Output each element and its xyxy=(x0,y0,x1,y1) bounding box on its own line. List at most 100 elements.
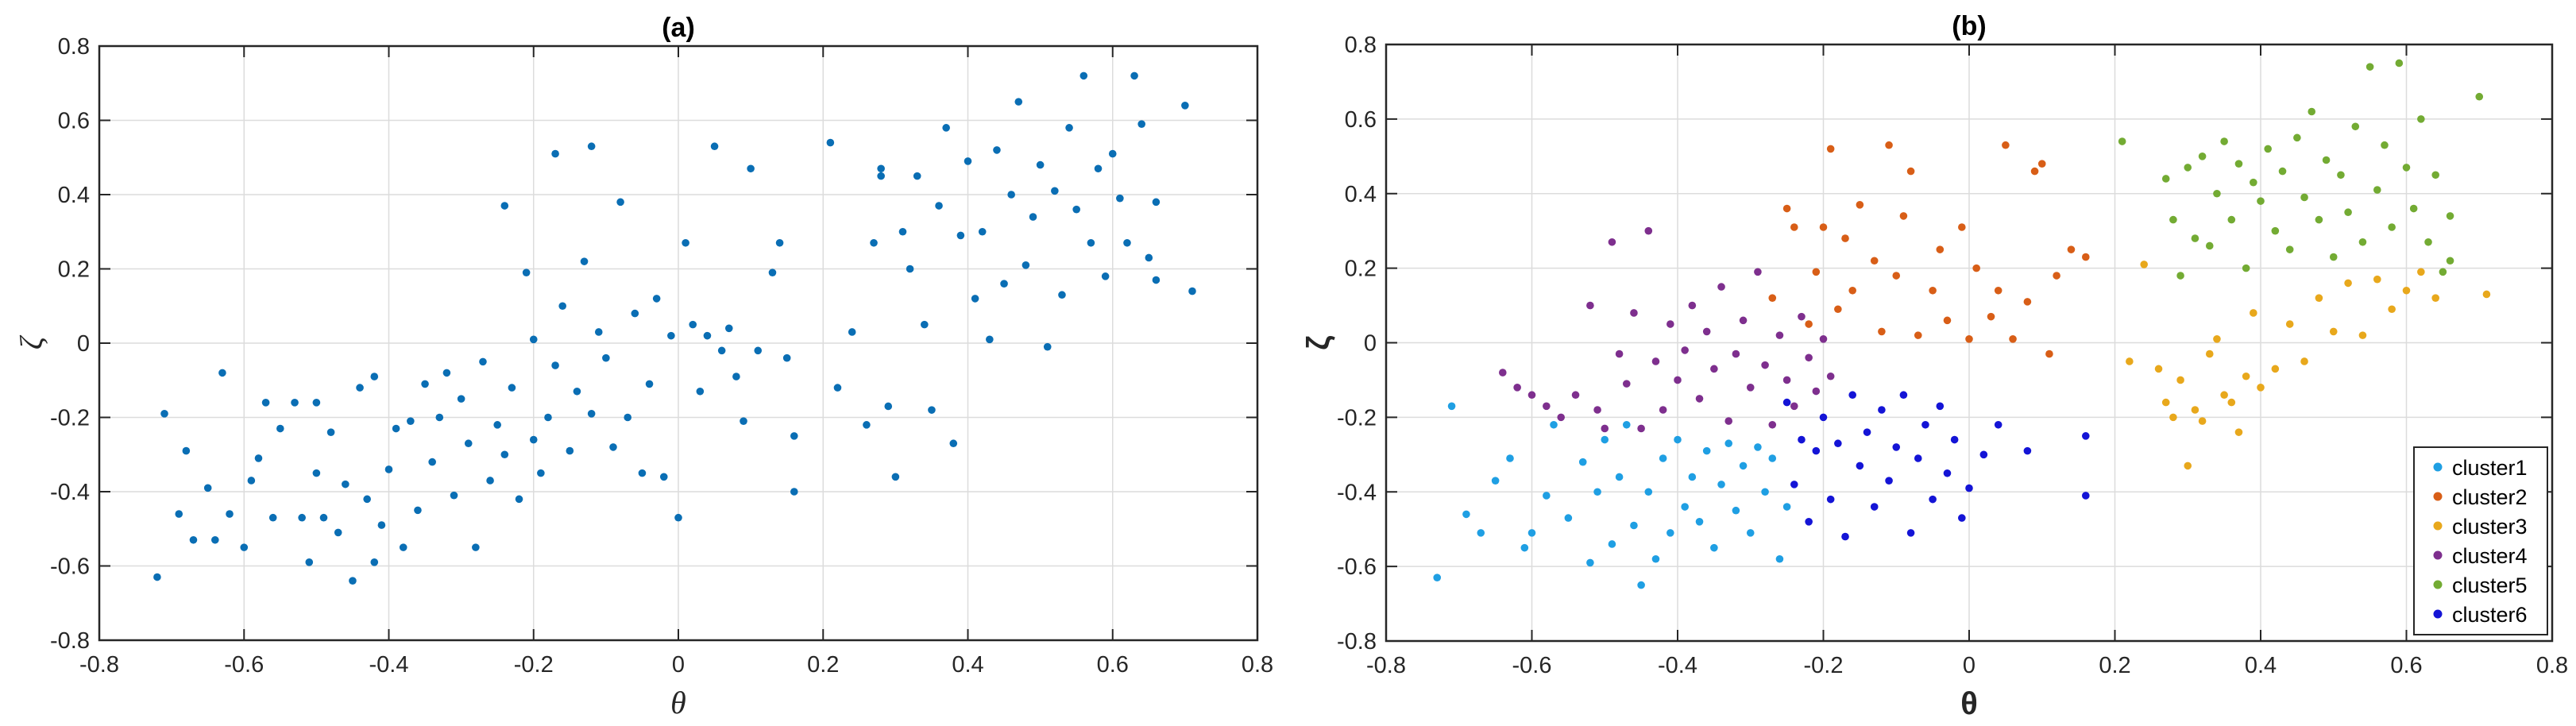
data-point xyxy=(363,495,371,504)
data-point xyxy=(993,146,1001,154)
data-point xyxy=(1782,204,1791,213)
data-point xyxy=(682,238,689,247)
data-point xyxy=(964,157,972,165)
data-point xyxy=(1761,488,1769,496)
data-point xyxy=(906,265,914,273)
data-point xyxy=(732,373,740,380)
data-point xyxy=(1782,376,1791,384)
data-point xyxy=(1029,213,1037,221)
chart-panel-2: -0.8 -0.6 -0.4 -0.2 0 0.2 0.4 0.6 0.8 -0.8 -0.6 -0.… xyxy=(1301,11,2568,721)
x-tick-label: 0.4 xyxy=(952,652,983,678)
data-point xyxy=(1145,253,1153,262)
data-point xyxy=(1936,402,1945,411)
data-point xyxy=(2242,264,2250,272)
data-point xyxy=(2402,164,2411,172)
data-point xyxy=(529,435,538,444)
data-point xyxy=(2475,92,2484,101)
series-cluster2 xyxy=(1768,141,2090,358)
data-point xyxy=(971,295,979,303)
data-point xyxy=(1710,365,1718,373)
data-point xyxy=(782,353,791,362)
data-point xyxy=(291,399,299,407)
data-point xyxy=(508,384,516,392)
data-point xyxy=(2037,160,2046,168)
y-tick-label: -0.8 xyxy=(50,628,90,654)
data-point xyxy=(1550,420,1558,429)
data-point xyxy=(2271,226,2280,235)
data-point xyxy=(428,458,436,466)
data-point xyxy=(2030,167,2039,176)
data-point xyxy=(1688,473,1697,481)
data-point xyxy=(1768,454,1777,462)
data-point xyxy=(1885,477,1893,485)
data-point xyxy=(254,454,263,462)
data-point xyxy=(790,488,798,496)
data-point xyxy=(1491,477,1500,485)
data-point xyxy=(1929,286,1937,295)
data-point xyxy=(1152,276,1161,284)
data-point xyxy=(2176,376,2184,384)
data-point xyxy=(594,328,603,336)
data-point xyxy=(2351,122,2360,131)
data-point xyxy=(1885,141,1893,149)
data-point xyxy=(1007,191,1015,199)
data-point xyxy=(1571,391,1580,400)
data-point xyxy=(1462,510,1470,519)
data-point xyxy=(1826,145,1835,153)
data-point xyxy=(435,413,444,422)
data-point xyxy=(493,421,501,429)
data-point xyxy=(551,149,559,158)
data-point xyxy=(877,172,885,180)
y-tick-label: -0.8 xyxy=(1337,629,1377,655)
data-point xyxy=(399,543,407,551)
data-point xyxy=(1929,495,1937,504)
data-point xyxy=(1622,380,1631,388)
data-point xyxy=(1593,406,1601,414)
data-point xyxy=(2227,398,2236,407)
data-point xyxy=(1557,413,1565,422)
data-point xyxy=(529,335,538,344)
data-point xyxy=(464,439,473,448)
x-tick-label: -0.2 xyxy=(1804,653,1844,678)
legend-marker xyxy=(2433,521,2443,531)
data-point xyxy=(1608,237,1616,246)
data-point xyxy=(2446,257,2454,265)
series-cluster6 xyxy=(1782,391,2090,541)
x-tick-label: 0 xyxy=(1963,653,1975,678)
data-point xyxy=(1659,406,1667,414)
x-axis-label: θ xyxy=(1960,686,1978,721)
y-tick-label: 0.4 xyxy=(1345,182,1377,207)
x-tick-label: -0.6 xyxy=(224,652,264,678)
data-point xyxy=(326,428,335,436)
data-point xyxy=(659,473,668,481)
data-point xyxy=(2126,357,2134,365)
data-point xyxy=(1812,446,1821,455)
data-point xyxy=(558,302,566,311)
data-point xyxy=(414,506,422,515)
data-point xyxy=(1651,554,1660,563)
data-point xyxy=(2482,290,2491,299)
data-point xyxy=(1805,320,1813,328)
data-point xyxy=(2045,349,2053,358)
data-point xyxy=(2082,492,2090,500)
data-point xyxy=(1878,406,1886,414)
data-point xyxy=(472,543,480,551)
chart-panel-1: -0.8 -0.6 -0.4 -0.2 0 0.2 0.4 0.6 0.8 -0.8 -0.6 -0.… xyxy=(14,13,1273,720)
data-point xyxy=(2234,428,2243,436)
data-point xyxy=(1702,327,1711,336)
data-point xyxy=(2388,223,2396,231)
data-point xyxy=(652,295,661,303)
data-point xyxy=(370,558,379,566)
legend-marker xyxy=(2433,462,2443,472)
data-point xyxy=(1137,120,1145,128)
data-point xyxy=(978,227,987,236)
data-point xyxy=(377,521,386,529)
legend-box xyxy=(2413,446,2548,635)
data-point xyxy=(2278,167,2287,176)
x-axis-label: θ xyxy=(670,685,686,720)
data-point xyxy=(674,513,682,522)
y-tick-label: -0.2 xyxy=(50,406,90,431)
data-point xyxy=(2446,212,2454,220)
data-point xyxy=(1181,102,1189,110)
data-point xyxy=(1994,420,2002,429)
